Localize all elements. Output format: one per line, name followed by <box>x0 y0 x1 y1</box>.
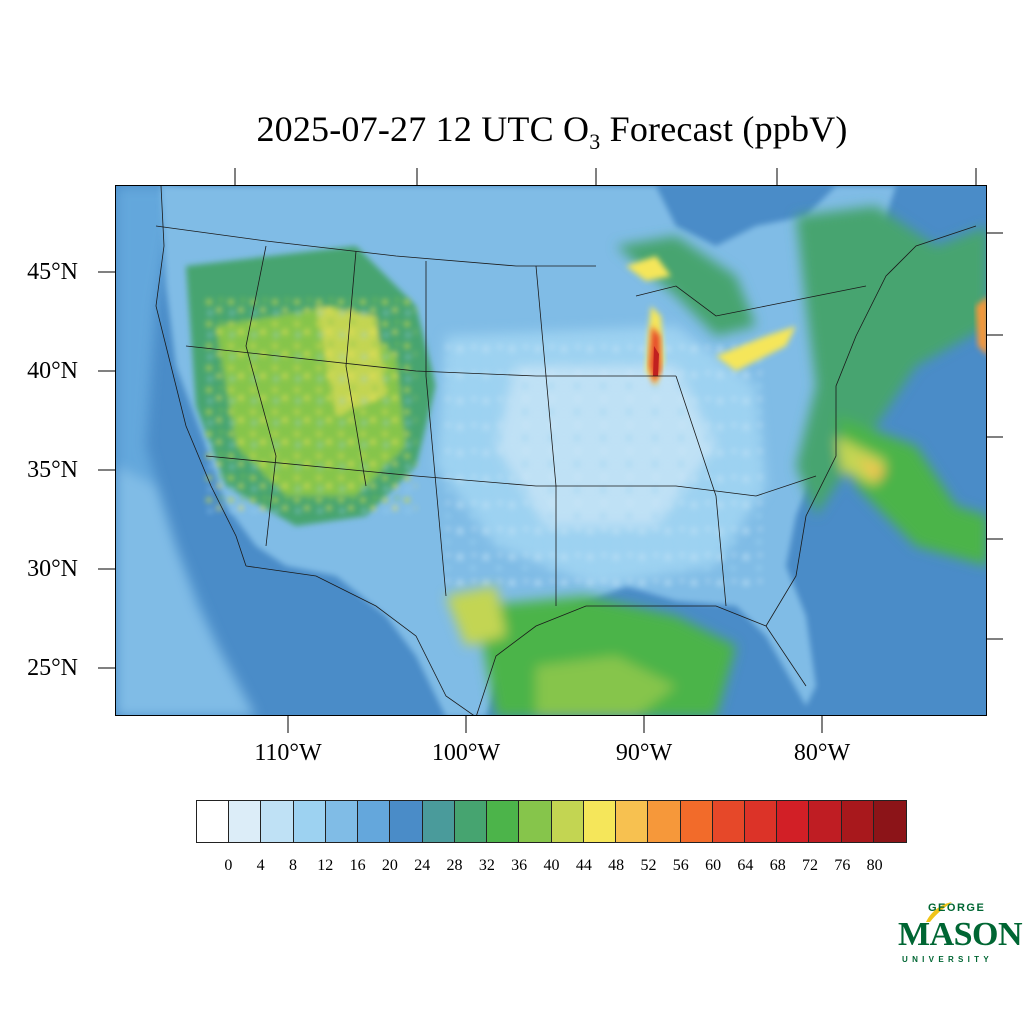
colorbar-tick-label: 56 <box>672 857 689 874</box>
colorbar-swatch <box>197 801 230 842</box>
colorbar-tick-label: 0 <box>224 857 233 874</box>
colorbar-swatch <box>454 801 488 842</box>
colorbar-swatch <box>583 801 617 842</box>
pacific-shading <box>116 186 255 715</box>
colorbar <box>196 800 907 843</box>
colorbar-tick-label: 36 <box>511 857 528 874</box>
colorbar-tick-label: 12 <box>317 857 334 874</box>
lon-label-80w: 80°W <box>793 740 851 766</box>
colorbar-tick-label: 68 <box>769 857 786 874</box>
colorbar-swatch <box>325 801 359 842</box>
lat-label-25: 25°N <box>27 655 78 681</box>
colorbar-swatch <box>873 801 907 842</box>
ozone-map <box>115 185 987 716</box>
colorbar-swatch <box>744 801 778 842</box>
lat-label-45: 45°N <box>27 259 78 285</box>
ozone-field <box>116 186 986 715</box>
colorbar-tick-label: 44 <box>575 857 592 874</box>
colorbar-swatch <box>841 801 874 842</box>
colorbar-swatch <box>422 801 455 842</box>
colorbar-swatch <box>261 801 294 842</box>
colorbar-swatch <box>358 801 391 842</box>
colorbar-tick-label: 72 <box>802 857 819 874</box>
lat-label-30: 30°N <box>27 556 78 582</box>
atlantic-plume <box>616 206 986 566</box>
boundary-lines <box>155 186 977 715</box>
lat-label-40: 40°N <box>27 358 78 384</box>
colorbar-swatch <box>519 801 552 842</box>
lon-label-110w: 110°W <box>254 740 322 766</box>
lon-label-90w: 90°W <box>615 740 673 766</box>
colorbar-tick-label: 40 <box>543 857 560 874</box>
colorbar-tick-label: 20 <box>381 857 398 874</box>
colorbar-tick-label: 64 <box>737 857 754 874</box>
colorbar-swatch <box>712 801 745 842</box>
logo-swoosh-icon <box>926 902 952 922</box>
colorbar-tick-label: 76 <box>834 857 851 874</box>
colorbar-tick-label: 32 <box>478 857 495 874</box>
colorbar-tick-label: 16 <box>349 857 366 874</box>
colorbar-tick-label: 8 <box>288 857 297 874</box>
colorbar-swatch <box>390 801 423 842</box>
logo-george: GEORGE <box>928 902 986 914</box>
gmu-logo: GEORGE MASON UNIVERSITY <box>898 900 1023 968</box>
colorbar-swatch <box>809 801 842 842</box>
colorbar-swatch <box>551 801 584 842</box>
colorbar-tick-label: 48 <box>608 857 625 874</box>
lat-label-35: 35°N <box>27 457 78 483</box>
great-lakes-highs <box>626 256 986 386</box>
lon-label-100w: 100°W <box>431 740 501 766</box>
colorbar-tick-label: 28 <box>446 857 463 874</box>
colorbar-swatch <box>293 801 326 842</box>
colorbar-tick-label: 80 <box>866 857 883 874</box>
colorbar-swatch <box>616 801 649 842</box>
colorbar-tick-label: 24 <box>414 857 431 874</box>
colorbar-swatch <box>229 801 262 842</box>
colorbar-swatch <box>487 801 520 842</box>
colorbar-swatch <box>680 801 713 842</box>
colorbar-tick-label: 52 <box>640 857 657 874</box>
map-title: 2025-07-27 12 UTC O3 Forecast (ppbV) <box>256 109 848 154</box>
colorbar-swatch <box>777 801 810 842</box>
colorbar-tick-label: 4 <box>256 857 265 874</box>
gulf-greens <box>446 586 736 715</box>
logo-mason: MASON <box>898 916 1023 953</box>
logo-university: UNIVERSITY <box>902 955 994 964</box>
colorbar-tick-label: 60 <box>705 857 722 874</box>
colorbar-swatch <box>648 801 681 842</box>
